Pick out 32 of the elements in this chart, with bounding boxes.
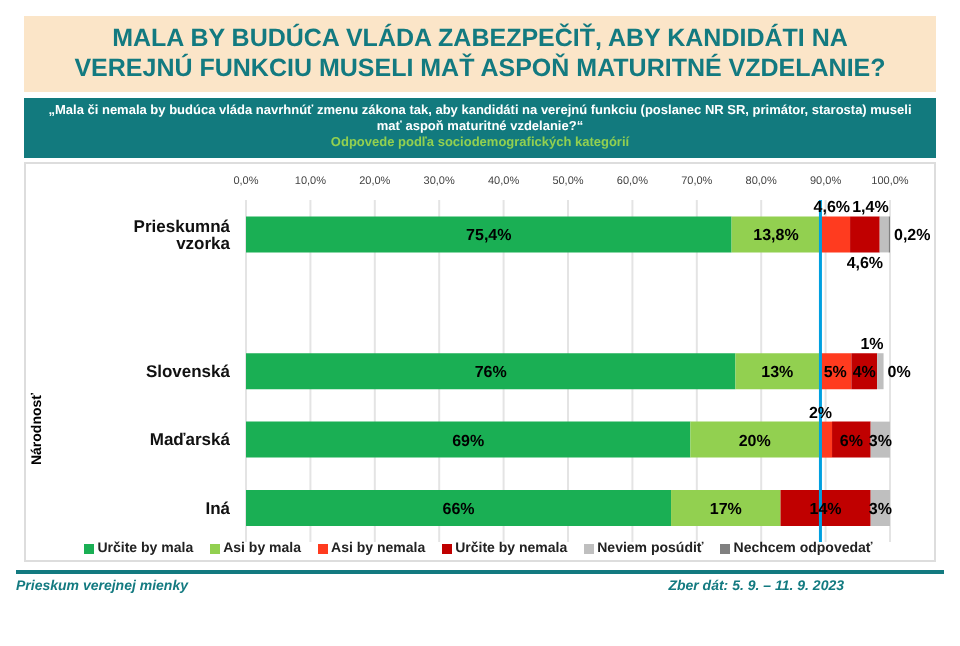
data-label: 4% (852, 363, 876, 382)
data-label: 13,8% (753, 226, 799, 245)
data-label: 17% (709, 500, 742, 519)
data-label: 1% (860, 335, 884, 354)
bar (690, 421, 820, 458)
data-label: 20% (738, 431, 771, 450)
data-label: 4,6% (846, 254, 884, 273)
y-tick-label: Maďarská (149, 429, 231, 450)
bar (246, 353, 736, 390)
bar (735, 353, 820, 390)
data-label: 1,4% (852, 198, 889, 217)
bar (879, 216, 889, 253)
y-tick-label: Iná (205, 497, 231, 518)
y-tick-label: Slovenská (145, 361, 231, 382)
bar (246, 421, 691, 458)
data-label: 6% (839, 431, 863, 450)
data-label: 5% (823, 363, 847, 382)
data-label: 69% (452, 431, 485, 450)
data-label: 76% (474, 363, 507, 382)
bar (877, 353, 884, 390)
bar (246, 490, 672, 527)
y-tick-label: Prieskumná vzorka (133, 215, 231, 253)
bar (246, 216, 732, 253)
chart-title: MALA BY BUDÚCA VLÁDA ZABEZPEČIŤ, ABY KANDIDÁTI NA VEREJNÚ FUNKCIU MUSELI MAŤ ASPOŇ MATURITNÉ VZDELANIE? (24, 16, 936, 92)
data-label: 0,2% (894, 226, 931, 245)
data-label: 0% (887, 363, 911, 382)
bar (850, 216, 880, 253)
bar (820, 216, 851, 253)
data-label: 75,4% (466, 226, 512, 245)
data-label: 66% (442, 500, 475, 519)
data-label: 13% (761, 363, 794, 382)
bar (671, 490, 781, 527)
